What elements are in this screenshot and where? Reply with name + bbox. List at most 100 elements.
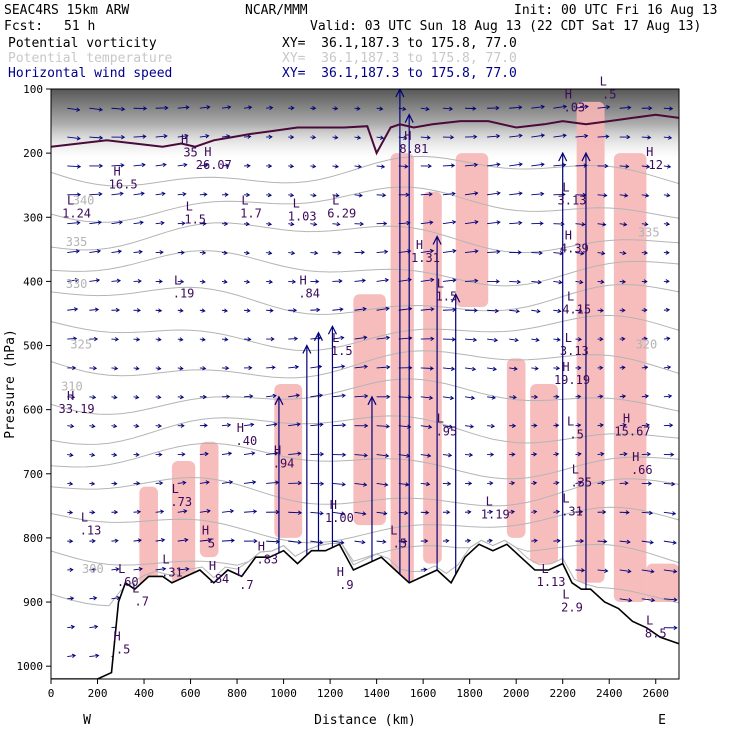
wind-vector	[464, 509, 472, 515]
wind-vector	[465, 308, 478, 313]
theta-contour	[51, 186, 679, 223]
wind-vector	[597, 193, 608, 198]
wind-vector	[464, 366, 477, 372]
pv-extremum-mark: L	[237, 565, 244, 579]
theta-label: 330	[66, 277, 88, 291]
wind-vector	[89, 481, 96, 486]
wind-vector	[619, 365, 626, 370]
y-tick-label: 700	[23, 468, 43, 481]
pink-shaded-region	[455, 153, 489, 308]
wind-vector	[663, 452, 675, 457]
wind-vector	[509, 308, 520, 314]
wind-vector	[288, 422, 301, 427]
pv-extremum-value: 4.39	[560, 242, 589, 256]
wind-vector	[354, 164, 362, 169]
wind-vector	[641, 307, 648, 313]
wind-vector	[641, 221, 649, 227]
wind-vector	[487, 538, 493, 543]
wind-vector	[177, 509, 188, 514]
wind-vector	[619, 250, 627, 256]
init-time: Init: 00 UTC Fri 16 Aug 13	[514, 3, 718, 18]
pv-extremum-mark: H	[67, 389, 74, 403]
wind-vector	[111, 220, 123, 225]
y-tick-label: 900	[23, 596, 43, 609]
wind-vector	[155, 105, 169, 111]
wind-vector	[67, 596, 75, 601]
wind-vector	[487, 337, 499, 343]
wind-vector	[641, 250, 649, 255]
pink-shaded-region	[506, 358, 526, 538]
wind-vector	[133, 538, 142, 543]
wind-vector	[244, 134, 252, 139]
wind-vector	[597, 365, 604, 371]
wind-vector	[67, 220, 81, 226]
theta-contour-layer	[51, 155, 679, 607]
wind-vector	[133, 566, 143, 572]
pv-extremum-value: 26.07	[196, 158, 232, 172]
wind-vector	[663, 540, 677, 545]
wind-vector	[111, 249, 122, 254]
wind-vector	[288, 250, 296, 256]
wind-vector	[332, 335, 345, 341]
wind-vector	[619, 105, 632, 110]
pink-shaded-region	[171, 460, 196, 590]
wind-vector	[376, 192, 387, 198]
pv-extremum-mark: H	[181, 132, 188, 146]
wind-vector	[376, 511, 388, 516]
pv-extremum-mark: H	[565, 229, 572, 243]
wind-vector	[310, 364, 323, 369]
wind-vector	[177, 566, 190, 572]
pink-shaded-region	[423, 191, 442, 564]
wind-vector	[67, 307, 79, 312]
theta-label: 300	[82, 562, 104, 576]
wind-vector	[619, 423, 627, 428]
wind-vector	[553, 452, 560, 457]
pv-extremum-value: .31	[161, 565, 183, 579]
wind-vector	[244, 163, 251, 169]
wind-vector	[310, 164, 317, 169]
y-axis-label: Pressure (hPa)	[3, 329, 18, 439]
wind-vector	[67, 192, 82, 197]
pv-extremum-mark: H	[330, 498, 337, 512]
wind-vector	[641, 279, 648, 284]
wind-vector	[663, 511, 677, 516]
y-tick-label: 300	[23, 211, 43, 224]
wind-vector	[464, 278, 479, 284]
wind-vector	[133, 481, 141, 486]
wind-vector	[464, 424, 475, 429]
pv-extremum-value: 6.29	[327, 206, 356, 220]
wind-vector	[221, 538, 235, 543]
wind-vector	[619, 568, 632, 574]
pv-shading-band	[51, 89, 679, 160]
wind-vector	[155, 308, 163, 313]
wind-vector	[155, 220, 165, 226]
x-tick-label: 2200	[549, 687, 576, 700]
wind-vector	[199, 163, 209, 168]
x-axis-label: Distance (km)	[314, 713, 416, 728]
wind-vector	[619, 394, 627, 399]
wind-vector	[509, 337, 519, 343]
wind-vector	[575, 451, 582, 457]
wind-vector	[376, 424, 391, 429]
wind-vector	[89, 510, 96, 515]
wind-vector	[663, 597, 678, 602]
wind-vector	[354, 250, 366, 255]
valid-time: Valid: 03 UTC Sun 18 Aug 13 (22 CDT Sat …	[310, 19, 702, 34]
wind-vector	[553, 509, 561, 515]
pv-extremum-value: .03	[563, 100, 585, 114]
wind-vector	[641, 164, 651, 169]
wind-vector	[663, 193, 671, 198]
wind-vector	[619, 598, 633, 603]
pv-extremum-mark: L	[293, 196, 300, 210]
wind-vector	[354, 106, 361, 111]
pv-extremum-value: 5	[208, 537, 215, 551]
pv-extremum-mark: L	[172, 482, 179, 496]
x-tick-label: 1200	[317, 687, 344, 700]
pv-contour-layer	[51, 113, 679, 156]
pv-shading-layer	[51, 89, 679, 160]
center-title: NCAR/MMM	[245, 3, 308, 18]
wind-vector	[354, 335, 368, 340]
wind-vector	[663, 106, 674, 111]
wind-vector	[199, 279, 206, 284]
wind-vector	[442, 453, 453, 458]
